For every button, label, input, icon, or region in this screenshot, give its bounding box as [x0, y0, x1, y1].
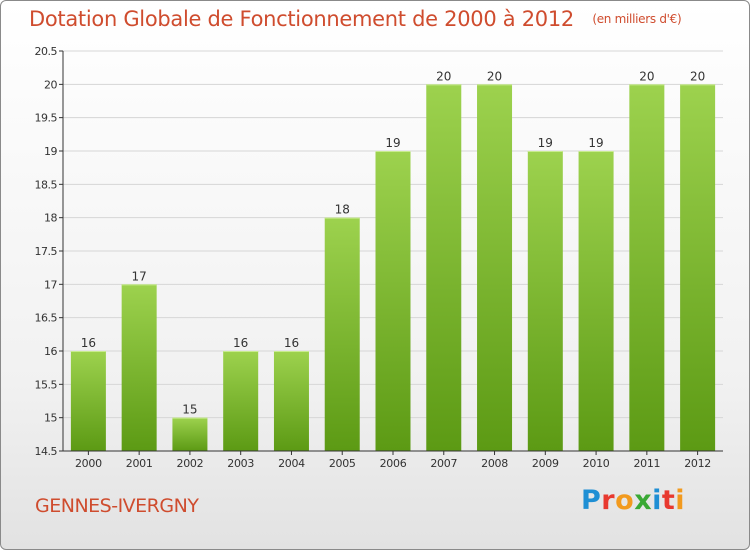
chart-title: Dotation Globale de Fonctionnement de 20… — [29, 7, 574, 31]
x-tick-label: 2007 — [430, 457, 457, 470]
bar-2003 — [223, 351, 259, 451]
x-tick-label: 2012 — [684, 457, 711, 470]
y-tick-label: 14.5 — [35, 445, 58, 458]
bar-2001 — [121, 284, 157, 451]
data-label: 17 — [132, 269, 147, 283]
y-tick-label: 19 — [44, 145, 57, 158]
y-tick-label: 15 — [44, 412, 57, 425]
x-tick-label: 2008 — [481, 457, 508, 470]
logo-letter: P — [581, 485, 602, 516]
data-label: 20 — [436, 69, 451, 83]
commune-name: GENNES-IVERGNY — [35, 495, 199, 517]
y-tick-label: 16.5 — [35, 312, 58, 325]
logo-letter: o — [615, 485, 635, 516]
data-label: 19 — [538, 136, 553, 150]
y-tick-label: 18 — [44, 212, 57, 225]
y-tick-label: 16 — [44, 345, 57, 358]
data-label: 15 — [182, 403, 197, 417]
bar-2006 — [375, 151, 411, 451]
data-label: 19 — [588, 136, 603, 150]
bars: 16 17 15 16 16 18 19 20 20 19 19 20 20 — [70, 69, 716, 451]
bar-2011 — [629, 84, 665, 451]
x-tick-label: 2000 — [75, 457, 102, 470]
y-tick-label: 19.5 — [35, 112, 58, 125]
y-tick-label: 18.5 — [35, 178, 58, 191]
x-tick-label: 2004 — [278, 457, 305, 470]
x-tick-label: 2002 — [177, 457, 204, 470]
x-tick-label: 2009 — [532, 457, 559, 470]
data-label: 16 — [284, 336, 299, 350]
y-tick-label: 17.5 — [35, 245, 58, 258]
data-label: 19 — [385, 136, 400, 150]
proxiti-logo[interactable]: Proxiti — [581, 485, 685, 516]
axes: 14.5 15 15.5 16 16.5 17 17.5 18 18.5 19 19.5 20 20.5… — [35, 45, 723, 470]
bar-2005 — [324, 217, 360, 451]
x-tick-label: 2011 — [633, 457, 660, 470]
data-label: 20 — [690, 69, 705, 83]
x-tick-label: 2001 — [126, 457, 153, 470]
bar-2010 — [578, 151, 614, 451]
x-tick-label: 2006 — [380, 457, 407, 470]
y-tick-label: 20.5 — [35, 45, 58, 58]
chart-unit: (en milliers d'€) — [592, 12, 682, 26]
bar-2009 — [527, 151, 563, 451]
logo-letter: i — [675, 485, 686, 516]
logo-letter: r — [601, 485, 616, 516]
chart-title-block: Dotation Globale de Fonctionnement de 20… — [29, 7, 682, 31]
bar-2000 — [70, 351, 106, 451]
bar-2008 — [477, 84, 513, 451]
bar-2012 — [680, 84, 716, 451]
bar-2004 — [273, 351, 309, 451]
x-tick-label: 2005 — [329, 457, 356, 470]
data-label: 20 — [639, 69, 654, 83]
data-label: 18 — [335, 203, 350, 217]
y-tick-label: 15.5 — [35, 378, 58, 391]
data-label: 16 — [233, 336, 248, 350]
y-tick-label: 17 — [44, 278, 57, 291]
x-tick-label: 2010 — [583, 457, 610, 470]
data-label: 16 — [81, 336, 96, 350]
bar-2002 — [172, 417, 208, 451]
data-label: 20 — [487, 69, 502, 83]
logo-letter: i — [652, 485, 662, 516]
x-tick-label: 2003 — [227, 457, 254, 470]
logo-letter: x — [634, 485, 653, 516]
logo-letter: t — [661, 485, 676, 516]
y-tick-label: 20 — [44, 78, 57, 91]
bar-2007 — [426, 84, 462, 451]
